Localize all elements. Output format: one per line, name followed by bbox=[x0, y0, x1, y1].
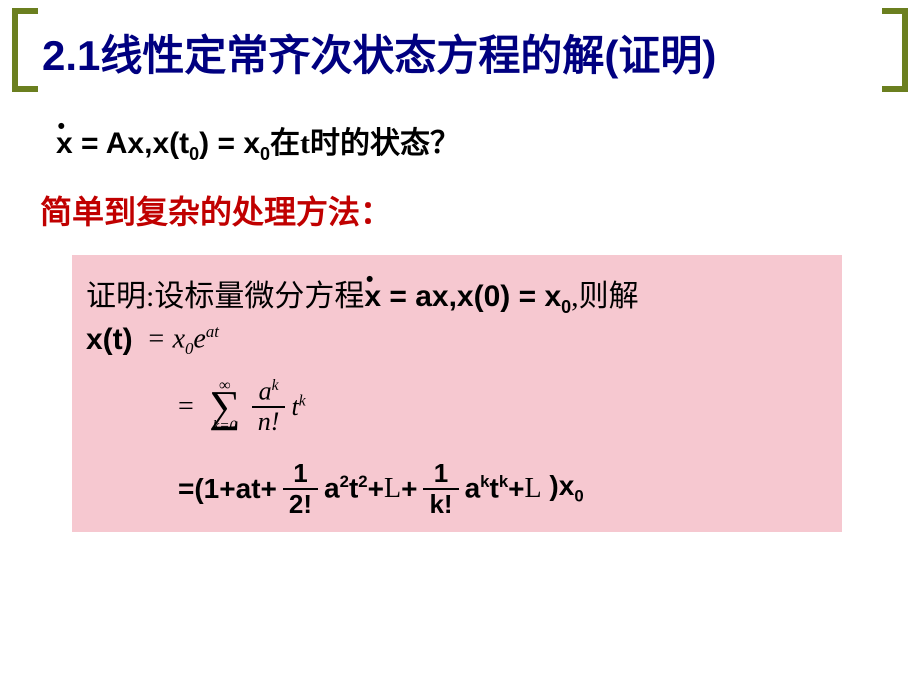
x-dot: x bbox=[56, 127, 73, 161]
term-xt0: x(t bbox=[152, 127, 189, 160]
rhs1-eq: = bbox=[147, 323, 166, 354]
fk-den: k! bbox=[423, 490, 458, 519]
f1-den: 2! bbox=[283, 490, 318, 519]
series-at: at bbox=[236, 473, 261, 505]
proof-line-1: 证明:设标量微分方程x = ax,x(0) = x0,则解 bbox=[86, 271, 822, 318]
sub-0b: 0 bbox=[260, 144, 270, 164]
proof-xdot: x bbox=[364, 280, 381, 314]
series-open: (1 bbox=[194, 473, 219, 505]
expr-row-1: x(t) = x0eat bbox=[86, 322, 822, 359]
series-plus-3: + bbox=[368, 473, 384, 505]
eq-tail-cn: 在t时的状态？ bbox=[270, 127, 460, 160]
fk-num: 1 bbox=[428, 459, 454, 488]
series-a2t2: a2t2 bbox=[324, 472, 368, 504]
rhs1-e: e bbox=[193, 323, 205, 354]
series-frac-1: 1 2! bbox=[283, 459, 318, 518]
rhs-1: = x0eat bbox=[147, 322, 219, 359]
series-close: )x0 bbox=[542, 470, 584, 507]
sum-row: = ∞ ∑ k=0 ak n! tk bbox=[178, 365, 822, 449]
term-Ax: Ax, bbox=[106, 127, 153, 160]
series-ldots-2: L bbox=[525, 473, 542, 505]
series-plus-2: + bbox=[261, 473, 277, 505]
series-frac-k: 1 k! bbox=[423, 459, 458, 518]
series-plus-1: + bbox=[219, 473, 235, 505]
sigma-icon: ∞ ∑ k=0 bbox=[204, 385, 246, 429]
series-eq: = bbox=[178, 473, 194, 505]
sub-0a: 0 bbox=[189, 144, 199, 164]
proof-eq-mid: = ax,x(0) = x bbox=[381, 280, 561, 313]
sum-eq: = bbox=[178, 391, 194, 423]
bracket-right-icon bbox=[882, 8, 908, 92]
eq-sign: = bbox=[73, 127, 106, 160]
sum-tk: tk bbox=[291, 392, 305, 422]
series-ldots-1: L bbox=[384, 473, 401, 505]
term-x0: x bbox=[243, 127, 260, 160]
bracket-left-icon bbox=[12, 8, 38, 92]
series-plus-5: + bbox=[508, 473, 524, 505]
f1-num: 1 bbox=[287, 459, 313, 488]
main-equation: x = Ax,x(t0) = x0在t时的状态？ bbox=[56, 118, 920, 165]
slide-title: 2.1线性定常齐次状态方程的解(证明) bbox=[42, 22, 716, 83]
proof-sub0: 0 bbox=[561, 297, 571, 317]
xt-label: x(t) bbox=[86, 323, 133, 357]
rhs1-exp: at bbox=[206, 322, 219, 341]
subtitle: 简单到复杂的处理方法： bbox=[40, 187, 920, 233]
series-aktk: aktk bbox=[465, 472, 509, 504]
title-bar: 2.1线性定常齐次状态方程的解(证明) bbox=[12, 8, 908, 98]
sigma-top: ∞ bbox=[204, 377, 246, 395]
series-plus-4: + bbox=[401, 473, 417, 505]
sum-fraction: ak n! bbox=[252, 377, 286, 437]
proof-cn-1: 证明:设标量微分方程 bbox=[86, 280, 364, 313]
sum-num: ak bbox=[253, 377, 285, 406]
eq-sign-2: = bbox=[209, 127, 243, 160]
series-row: = (1 + at + 1 2! a2t2 + L + 1 k! aktk + … bbox=[178, 459, 822, 518]
proof-box: 证明:设标量微分方程x = ax,x(0) = x0,则解 x(t) = x0e… bbox=[72, 255, 842, 532]
rhs1-x: x bbox=[166, 323, 185, 354]
sigma-bottom: k=0 bbox=[204, 418, 246, 435]
sum-den: n! bbox=[252, 408, 286, 437]
proof-tail: ,则解 bbox=[571, 280, 639, 313]
paren-close: ) bbox=[199, 127, 209, 160]
